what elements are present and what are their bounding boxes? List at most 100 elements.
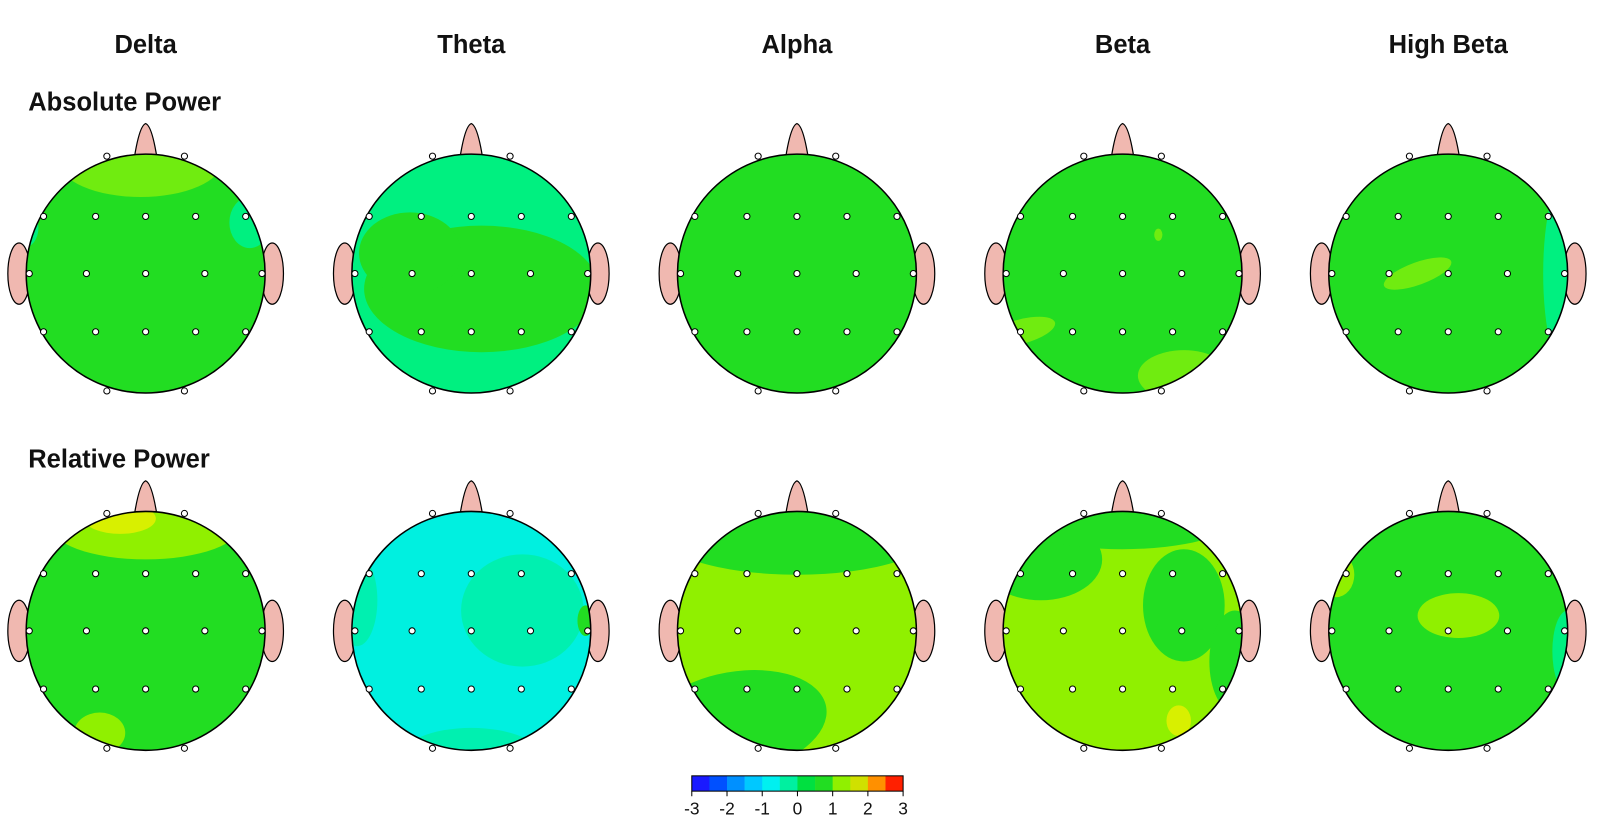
electrode (1494, 685, 1502, 693)
electrode (754, 509, 762, 518)
colorbar-segment (744, 775, 763, 792)
electrode (1561, 627, 1569, 635)
electrode (734, 627, 742, 635)
electrode (1080, 152, 1088, 160)
electrode (526, 270, 535, 278)
electrode (893, 685, 901, 693)
electrode (567, 570, 575, 578)
electrode (142, 270, 150, 278)
electrode (467, 212, 475, 220)
electrode (676, 627, 685, 635)
electrode (567, 212, 575, 220)
electrode (506, 387, 514, 395)
nose (459, 480, 484, 516)
electrode (526, 627, 535, 635)
electrode (517, 212, 525, 220)
colorbar-segment (779, 775, 798, 792)
electrode (743, 328, 751, 336)
electrode (1068, 685, 1077, 693)
electrode (180, 744, 189, 752)
electrode (843, 685, 851, 693)
electrode (793, 212, 801, 220)
electrode (832, 152, 840, 160)
head-map (658, 122, 936, 395)
electrode (893, 570, 901, 578)
blob (399, 727, 543, 751)
head-map (984, 122, 1262, 395)
electrode (1494, 212, 1502, 220)
electrode (1059, 627, 1067, 635)
electrode (1342, 328, 1350, 336)
electrode (1405, 152, 1414, 160)
electrode (1235, 270, 1243, 278)
electrode (1342, 212, 1350, 220)
colorbar-tick-label: 2 (863, 799, 873, 819)
electrode (691, 212, 699, 220)
electrode (92, 570, 100, 578)
electrode (734, 270, 742, 278)
electrode (832, 744, 840, 752)
electrode (242, 685, 250, 693)
electrode (1016, 328, 1025, 336)
electrode (1544, 328, 1552, 336)
nose (133, 480, 158, 516)
electrode (428, 509, 437, 518)
colorbar-tick-label: -2 (719, 799, 734, 819)
electrode (909, 627, 917, 635)
electrode (852, 627, 860, 635)
electrode (1405, 509, 1414, 518)
electrode (1080, 509, 1088, 518)
electrode (142, 328, 150, 336)
electrode (365, 328, 373, 336)
blob (84, 511, 156, 534)
colorbar-segment (797, 775, 816, 792)
head-map (1309, 122, 1587, 395)
electrode (1444, 685, 1452, 693)
electrode (691, 570, 699, 578)
electrode (1503, 270, 1512, 278)
electrode (1483, 509, 1491, 518)
electrode (82, 627, 91, 635)
electrode (1016, 212, 1025, 220)
electrode (192, 328, 200, 336)
electrode (1328, 627, 1336, 635)
electrode (142, 627, 150, 635)
colorbar-segment (885, 775, 904, 792)
row-title: Relative Power (28, 446, 210, 474)
electrode (92, 328, 100, 336)
electrode (1405, 744, 1414, 752)
colorbar-segment (709, 775, 728, 792)
electrode (192, 570, 200, 578)
electrode (242, 328, 250, 336)
electrode (793, 570, 801, 578)
electrode (467, 627, 475, 635)
head-map (7, 480, 285, 752)
head-map (7, 122, 285, 395)
electrode (793, 328, 801, 336)
colorbar-segment (691, 775, 710, 792)
electrode (1169, 212, 1177, 220)
colorbar-tick-label: 0 (793, 799, 803, 819)
electrode (1002, 627, 1010, 635)
electrode (1444, 570, 1452, 578)
electrode (1119, 212, 1127, 220)
electrode (258, 270, 266, 278)
electrode (1561, 270, 1569, 278)
head-map (332, 122, 610, 395)
nose (784, 122, 809, 158)
colorbar-tick-label: 3 (898, 799, 908, 819)
electrode (428, 387, 437, 395)
electrode (832, 387, 840, 395)
nose (1110, 480, 1135, 516)
electrode (517, 570, 525, 578)
electrode (351, 627, 359, 635)
electrode (365, 570, 373, 578)
electrode (1385, 627, 1393, 635)
colorbar-segment (867, 775, 886, 792)
electrode (584, 270, 592, 278)
electrode (1169, 570, 1177, 578)
electrode (506, 152, 514, 160)
electrode (691, 328, 699, 336)
blobs (351, 554, 591, 751)
blob (1143, 549, 1225, 662)
